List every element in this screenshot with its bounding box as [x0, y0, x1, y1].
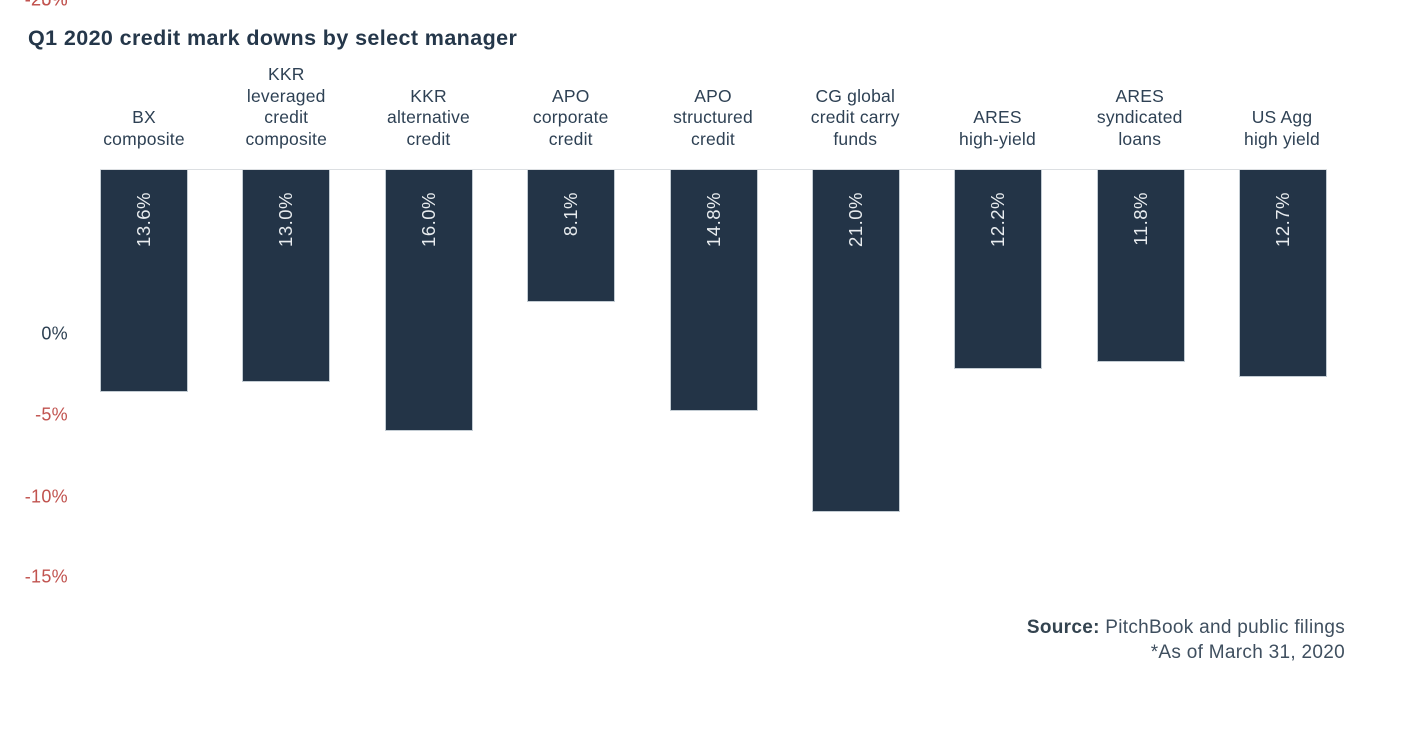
- bar-kkr-leveraged: 13.0%: [242, 170, 331, 382]
- bar-apo-structured: 14.8%: [669, 170, 758, 411]
- bar-value-label: 21.0%: [844, 192, 866, 247]
- category-label-apo-corporate: APO corporate credit: [532, 85, 609, 149]
- category-label-apo-structured: APO structured credit: [673, 85, 753, 149]
- category-label-bx-composite: BX composite: [103, 107, 185, 149]
- category-label-ares-high-yield: ARES high-yield: [959, 107, 1036, 149]
- bar-ares-high-yield: 12.2%: [954, 170, 1043, 369]
- source-note: Source: PitchBook and public filings *As…: [1027, 615, 1345, 665]
- bar-cg-global: 21.0%: [811, 170, 900, 512]
- bar-value-label: 12.2%: [987, 192, 1009, 247]
- y-axis-tick-10: -10%: [24, 486, 68, 507]
- category-label-us-agg: US Agg high yield: [1244, 107, 1320, 149]
- category-label-kkr-alternative: KKR alternative credit: [387, 85, 470, 149]
- asof-line: *As of March 31, 2020: [1150, 642, 1345, 663]
- bar-value-label: 14.8%: [702, 192, 724, 247]
- bar-value-label: 16.0%: [417, 192, 439, 247]
- bar-value-label: 12.7%: [1272, 192, 1293, 247]
- category-label-kkr-leveraged: KKR leveraged credit composite: [245, 64, 328, 149]
- bar-bx-composite: 13.6%: [100, 170, 188, 392]
- source-line: Source: PitchBook and public filings: [1027, 615, 1345, 640]
- bar-apo-corporate: 8.1%: [527, 170, 616, 302]
- source-label: Source:: [1026, 617, 1100, 638]
- chart-title: Q1 2020 credit mark downs by select mana…: [28, 26, 518, 50]
- bar-ares-syndicated: 11.8%: [1096, 170, 1185, 362]
- bar-value-label: 11.8%: [1129, 192, 1151, 246]
- bars-row: 13.6% 13.0% 16.0% 8.1% 14.8% 21.0% 12.2%…: [100, 170, 1327, 590]
- bar-us-agg: 12.7%: [1239, 170, 1327, 377]
- y-axis-tick-20: -20%: [0, 0, 68, 11]
- category-label-ares-syndicated: ARES syndicated loans: [1096, 85, 1183, 149]
- bar-value-label: 13.6%: [133, 192, 154, 247]
- zero-gridline: [100, 169, 1327, 170]
- bar-kkr-alternative: 16.0%: [384, 170, 473, 431]
- bar-value-label: 8.1%: [560, 192, 582, 237]
- y-axis-tick-0: 0%: [41, 323, 68, 344]
- category-label-cg-global: CG global credit carry funds: [810, 85, 900, 149]
- y-axis-tick-5: -5%: [35, 404, 68, 425]
- category-labels-row: BX composite KKR leveraged credit compos…: [73, 56, 1353, 150]
- bar-value-label: 13.0%: [275, 192, 297, 247]
- y-axis-tick-15: -15%: [24, 566, 68, 587]
- y-axis-tick-25: -25%: [0, 0, 68, 11]
- source-text: PitchBook and public filings: [1099, 617, 1345, 638]
